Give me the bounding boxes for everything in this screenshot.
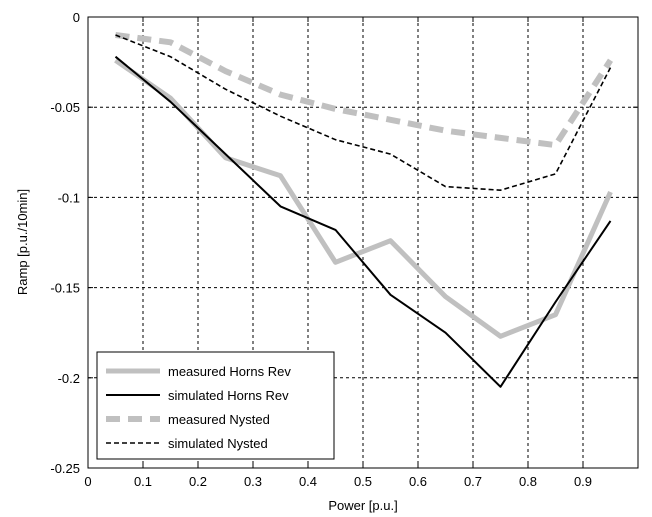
series-group — [114, 32, 614, 388]
y-tick-label: -0.25 — [50, 461, 80, 476]
x-tick-label: 0.4 — [299, 474, 317, 489]
y-tick-label: -0.15 — [50, 281, 80, 296]
x-tick-label: 0.3 — [244, 474, 262, 489]
ticks — [87, 16, 638, 469]
legend: measured Horns Rev simulated Horns Rev mea… — [96, 351, 335, 460]
y-tick-label: -0.05 — [50, 100, 80, 115]
x-tick-labels: 0 0.1 0.2 0.3 0.4 0.5 0.6 0.7 0.8 0.9 — [84, 474, 592, 489]
y-tick-label: -0.1 — [58, 190, 80, 205]
legend-label: measured Horns Rev — [168, 364, 291, 379]
x-tick-label: 0.6 — [409, 474, 427, 489]
x-tick-label: 0.7 — [464, 474, 482, 489]
x-tick-label: 0.9 — [574, 474, 592, 489]
x-tick-label: 0.8 — [519, 474, 537, 489]
legend-label: simulated Horns Rev — [168, 388, 289, 403]
legend-label: simulated Nysted — [168, 436, 268, 451]
x-axis-label: Power [p.u.] — [328, 498, 397, 513]
y-tick-labels: 0 -0.05 -0.1 -0.15 -0.2 -0.25 — [50, 10, 80, 476]
y-axis-label: Ramp [p.u./10min] — [15, 189, 30, 295]
x-tick-label: 0.1 — [134, 474, 152, 489]
x-tick-label: 0.2 — [189, 474, 207, 489]
series-line-3 — [115, 32, 614, 149]
y-tick-label: 0 — [73, 10, 80, 25]
x-tick-label: 0.5 — [354, 474, 372, 489]
legend-label: measured Nysted — [168, 412, 270, 427]
series-line-2 — [114, 55, 612, 388]
y-tick-label: -0.2 — [58, 371, 80, 386]
series-line-4 — [115, 34, 612, 191]
x-tick-label: 0 — [84, 474, 91, 489]
